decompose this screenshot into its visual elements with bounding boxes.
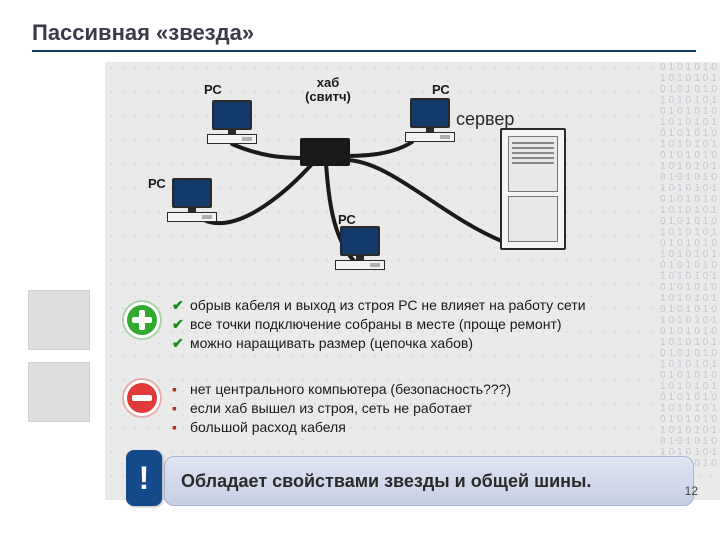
list-item: большой расход кабеля [172, 418, 682, 437]
pros-list: обрыв кабеля и выход из строя РС не влия… [172, 296, 682, 353]
list-item: если хаб вышел из строя, сеть не работае… [172, 399, 682, 418]
network-diagram: хаб (свитч) РС РС РС РС сервер [120, 66, 600, 296]
callout-bar: Обладает свойствами звезды и общей шины. [164, 456, 694, 506]
hub-label: хаб (свитч) [288, 76, 368, 104]
side-decor [28, 290, 90, 434]
pc-label: РС [148, 176, 166, 191]
page-number: 12 [685, 484, 698, 498]
title-rule [32, 50, 696, 52]
hub [300, 138, 350, 166]
list-item: нет центрального компьютера (безопасност… [172, 380, 682, 399]
list-item: обрыв кабеля и выход из строя РС не влия… [172, 296, 682, 315]
pc-node [202, 100, 262, 156]
cons-list: нет центрального компьютера (безопасност… [172, 380, 682, 437]
minus-icon [124, 380, 160, 416]
callout-bang-icon: ! [126, 450, 162, 506]
server [500, 128, 566, 250]
server-label-text: сервер [456, 109, 514, 129]
pc-node [330, 226, 390, 282]
hub-label-l2: (свитч) [305, 89, 351, 104]
server-label: сервер [456, 110, 510, 128]
pc-label: РС [204, 82, 222, 97]
pc-node [162, 178, 222, 234]
pc-label: РС [432, 82, 450, 97]
callout-text: Обладает свойствами звезды и общей шины. [181, 471, 591, 492]
list-item: все точки подключение собраны в месте (п… [172, 315, 682, 334]
pc-node [400, 98, 460, 154]
list-item: можно наращивать размер (цепочка хабов) [172, 334, 682, 353]
hub-label-l1: хаб [317, 75, 340, 90]
pc-label: РС [338, 212, 356, 227]
plus-icon [124, 302, 160, 338]
page-title: Пассивная «звезда» [32, 20, 254, 46]
